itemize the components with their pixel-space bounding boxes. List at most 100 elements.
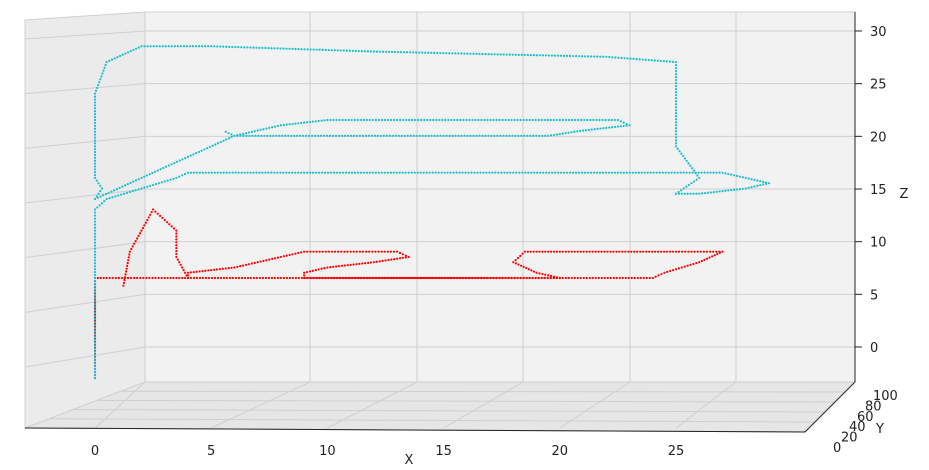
data-point xyxy=(234,276,238,280)
data-point xyxy=(411,118,414,122)
data-point xyxy=(168,223,171,226)
data-point xyxy=(368,171,371,174)
data-point xyxy=(670,171,673,174)
data-point xyxy=(486,276,489,280)
data-point xyxy=(700,259,703,263)
data-point xyxy=(181,174,184,177)
data-point xyxy=(270,47,273,50)
data-point xyxy=(451,134,454,137)
data-point xyxy=(466,52,469,55)
data-point xyxy=(607,118,610,122)
data-point xyxy=(243,276,247,280)
data-point xyxy=(93,273,97,277)
data-point xyxy=(527,171,530,174)
data-point xyxy=(432,276,435,280)
data-point xyxy=(349,263,352,266)
data-point xyxy=(660,272,663,276)
data-point xyxy=(93,98,97,101)
data-point xyxy=(300,251,303,254)
data-point xyxy=(692,192,695,195)
data-point xyxy=(246,171,249,174)
data-point xyxy=(93,362,97,365)
data-point xyxy=(523,250,527,253)
data-point xyxy=(276,276,280,280)
data-point xyxy=(423,118,426,122)
data-point xyxy=(369,50,372,53)
data-point xyxy=(239,134,242,137)
data-point xyxy=(718,251,721,254)
data-point xyxy=(375,260,378,263)
data-point xyxy=(93,148,97,151)
data-point xyxy=(346,264,349,267)
data-points xyxy=(93,45,771,380)
data-point xyxy=(680,192,683,195)
data-point xyxy=(300,121,303,125)
data-point xyxy=(457,52,460,55)
data-point xyxy=(702,250,705,253)
data-point xyxy=(198,171,201,174)
data-point xyxy=(519,264,523,267)
data-point xyxy=(674,97,678,100)
data-point xyxy=(195,171,198,174)
data-point xyxy=(358,250,362,253)
data-point xyxy=(93,113,97,116)
data-point xyxy=(649,171,652,174)
data-point xyxy=(526,250,529,253)
data-point xyxy=(562,54,566,57)
data-point xyxy=(674,118,678,121)
data-point xyxy=(629,57,632,60)
data-point xyxy=(96,206,99,209)
data-point xyxy=(261,171,264,174)
data-point xyxy=(541,250,544,253)
data-point xyxy=(141,226,145,230)
data-point xyxy=(407,255,410,259)
data-point xyxy=(674,268,678,271)
data-point xyxy=(123,276,127,279)
data-point xyxy=(690,250,693,253)
data-point xyxy=(192,171,196,174)
data-point xyxy=(158,214,162,217)
data-point xyxy=(671,269,675,272)
data-point xyxy=(175,241,178,244)
data-point xyxy=(134,240,137,243)
data-point xyxy=(146,218,149,222)
data-point xyxy=(733,174,736,177)
data-point xyxy=(515,171,518,174)
data-point xyxy=(103,66,106,69)
data-point xyxy=(400,134,403,137)
data-point xyxy=(143,45,146,48)
data-point xyxy=(735,188,739,191)
data-point xyxy=(407,171,410,174)
data-point xyxy=(318,276,322,280)
data-point xyxy=(534,276,537,280)
data-point xyxy=(185,45,189,48)
data-point xyxy=(499,53,502,56)
data-point xyxy=(343,264,346,267)
data-point xyxy=(375,276,378,280)
data-point xyxy=(269,134,272,137)
data-point xyxy=(93,173,97,177)
data-point xyxy=(624,276,627,280)
data-point xyxy=(405,51,409,54)
data-point xyxy=(207,45,210,48)
data-point xyxy=(682,187,685,190)
data-point xyxy=(124,52,127,55)
data-point xyxy=(255,276,259,280)
data-point xyxy=(676,147,679,150)
data-point xyxy=(148,276,151,280)
data-point xyxy=(303,48,306,51)
data-point xyxy=(525,276,528,280)
data-point xyxy=(297,122,300,125)
data-point xyxy=(434,171,437,174)
data-point xyxy=(347,171,351,174)
data-point xyxy=(96,196,99,199)
data-point xyxy=(197,150,200,154)
data-point xyxy=(93,265,97,268)
data-point xyxy=(405,118,408,122)
data-point xyxy=(661,171,664,174)
data-point xyxy=(451,52,454,55)
data-point xyxy=(685,159,688,163)
data-point xyxy=(261,46,264,50)
data-point xyxy=(624,250,627,253)
data-point xyxy=(100,75,103,78)
